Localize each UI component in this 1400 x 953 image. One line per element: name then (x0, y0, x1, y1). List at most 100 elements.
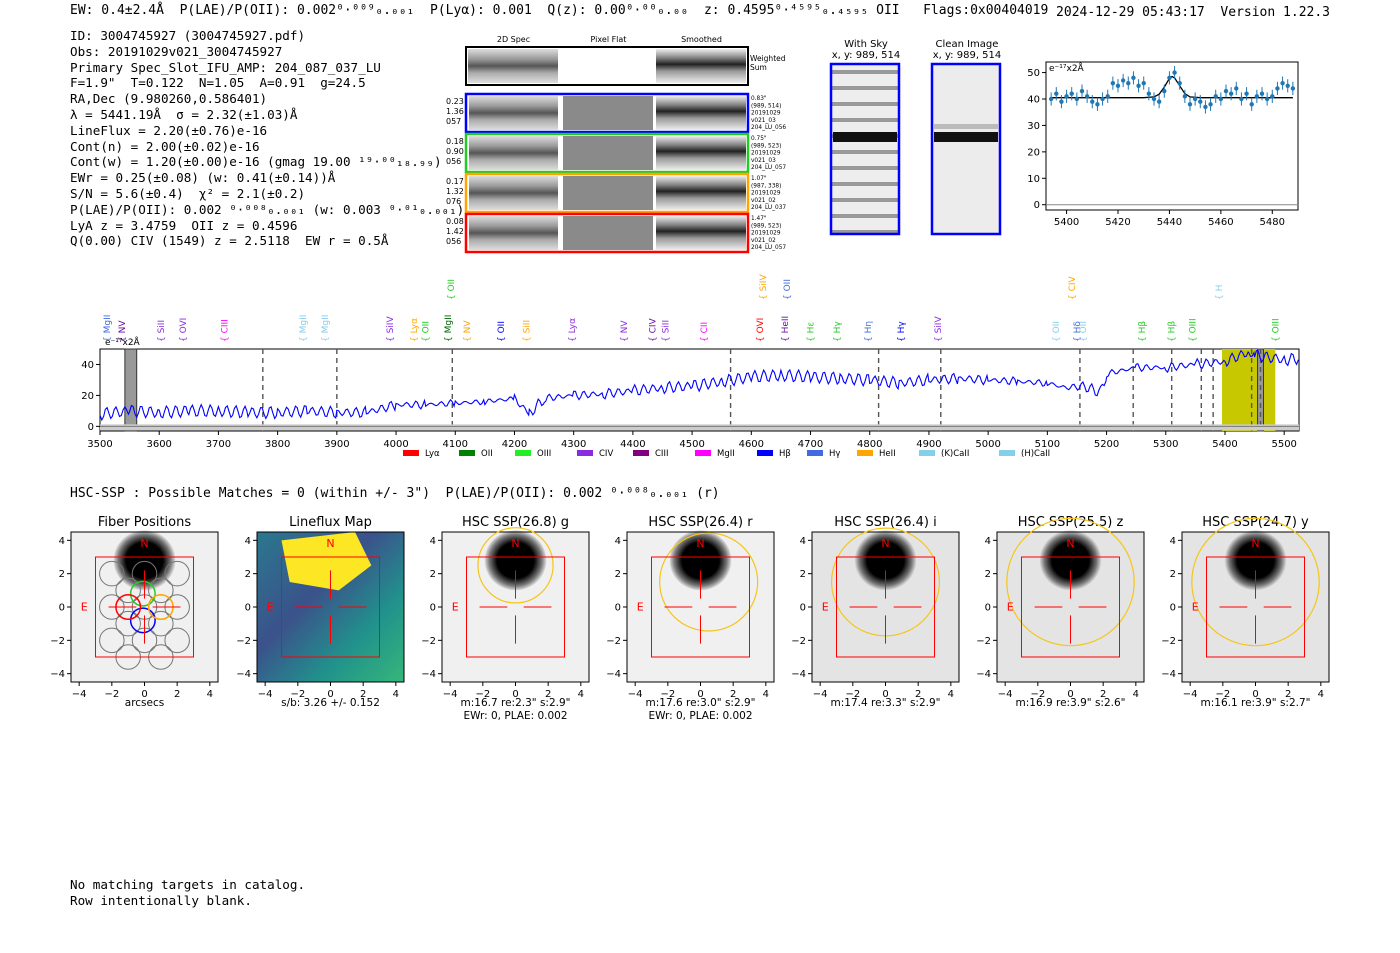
cutout-left-label: 057 (446, 117, 461, 126)
compass-east: E (267, 600, 274, 613)
hsc-xtick-label: 2 (360, 689, 366, 700)
detection-info: ID: 3004745927 (3004745927.pdf) Obs: 2019… (70, 28, 464, 249)
line-id-label: { OII (447, 279, 457, 300)
bright-source (854, 530, 917, 591)
zoom-ylabel: e⁻¹⁷x2Å (1049, 62, 1085, 74)
hsc-ytick-label: −4 (50, 669, 65, 680)
spectrum-xtick-label: 3800 (265, 439, 290, 450)
spectrum-xtick-label: 4900 (916, 439, 941, 450)
compass-east: E (1192, 600, 1199, 613)
hsc-panel-title: Fiber Positions (98, 515, 191, 530)
version: Version 1.22.3 (1220, 5, 1330, 20)
weighted-label: Weighted (750, 54, 786, 63)
hsc-xtick-label: −4 (1183, 689, 1198, 700)
hsc-xtick-label: 2 (545, 689, 551, 700)
line-id-text: { Hγ (833, 321, 843, 342)
zoom-data-point (1239, 96, 1244, 102)
compass-east: E (452, 600, 459, 613)
info-line: S/N = 5.6(±0.4) χ² = 2.1(±0.2) (70, 185, 306, 201)
hsc-xtick-label: 4 (1133, 689, 1139, 700)
fiber-circle (115, 610, 141, 637)
zoom-data-point (1208, 102, 1213, 107)
cutout-right-label: 0.83" (751, 96, 767, 102)
zoom-data-point (1146, 91, 1152, 96)
hsc-xtick-label: 2 (1100, 689, 1106, 700)
compass-north: N (511, 537, 519, 550)
line-id-text: { NV (463, 320, 473, 342)
hsc-xtick-label: 2 (174, 689, 180, 700)
legend-swatch (999, 450, 1015, 456)
hsc-xtick-label: 0 (512, 689, 518, 700)
zoom-data-point (1059, 99, 1064, 104)
line-id-label: { Hγ (897, 321, 907, 342)
hsc-ytick-label: 4 (985, 536, 991, 547)
zoom-data-point (1203, 104, 1208, 110)
cutout-right-label: (989, 514) (751, 103, 781, 109)
legend-swatch (695, 450, 711, 456)
sky-label: With Sky (844, 39, 888, 50)
zoom-xtick-label: 5420 (1105, 217, 1130, 228)
zoom-data-point (1172, 70, 1177, 75)
search-box (1206, 556, 1305, 658)
cutout-2d-image (469, 216, 558, 250)
cutout-right-label: 20191029 (751, 151, 781, 157)
hsc-ytick-label: 0 (1170, 603, 1176, 614)
hsc-xtick-label: −2 (104, 689, 119, 700)
zoom-data-point (1115, 83, 1121, 88)
hsc-ytick-label: 4 (59, 536, 65, 547)
info-line: LyA z = 3.4759 OII z = 0.4596 (70, 217, 298, 233)
fiber-circle (164, 627, 190, 654)
zoom-data-point (1090, 99, 1095, 104)
hsc-xtick-label: 4 (1318, 689, 1324, 700)
hsc-ytick-label: −4 (421, 669, 436, 680)
hsc-panel-title: HSC SSP(26.8) g (462, 515, 569, 530)
cutout-left-label: 0.18 (446, 137, 464, 146)
hsc-xtick-label: 0 (697, 689, 703, 700)
hsc-caption: m:17.6 re:3.0" s:2.9" (646, 697, 756, 709)
cutout-smooth-image (656, 136, 746, 170)
spectrum-xtick-label: 4000 (383, 439, 408, 450)
cutout-right-label: 1.07" (751, 176, 767, 182)
hsc-ytick-label: −4 (1161, 669, 1176, 680)
line-id-label: { SiII (662, 320, 672, 342)
legend-swatch (857, 450, 873, 456)
line-id-text: { Hε (807, 322, 817, 342)
hsc-panel-title: HSC SSP(24.7) y (1202, 515, 1309, 530)
hsc-xtick-label: 4 (393, 689, 399, 700)
cutout-right-label: v021_02 (751, 238, 776, 244)
spectrum-xtick-label: 4500 (679, 439, 704, 450)
line-id-text: { SiII (157, 320, 167, 342)
line-id-label: { OII (422, 321, 432, 342)
line-id-text: { SiIV (759, 274, 769, 300)
fiber-circle (99, 560, 125, 587)
bright-source (1039, 530, 1102, 591)
line-id-label: { Hε (807, 322, 817, 342)
fiber-circle (115, 577, 141, 604)
zoom-ytick-label: 0 (1034, 200, 1040, 211)
sky-label: x, y: 989, 514 (933, 50, 1002, 61)
line-id-label: { MgII (103, 315, 113, 342)
line-id-label: { MgII (321, 315, 331, 342)
spectrum-xtick-label: 3700 (206, 439, 231, 450)
line-id-text: { HeII (781, 316, 791, 342)
line-id-text: { MgII (321, 315, 331, 342)
zoom-data-point (1244, 91, 1249, 96)
hsc-ytick-label: 0 (800, 603, 806, 614)
legend-label: OIII (537, 449, 551, 459)
hsc-summary: HSC-SSP : Possible Matches = 0 (within +… (70, 486, 720, 501)
line-id-label: { SiIV (759, 274, 769, 300)
hsc-panel-title: HSC SSP(26.4) i (834, 515, 936, 530)
hsc-xtick-label: 0 (327, 689, 333, 700)
compass-north: N (326, 537, 334, 550)
lineflux-peak (281, 532, 372, 591)
weighted-2d-image (468, 49, 558, 83)
legend-swatch (403, 450, 419, 456)
hsc-xtick-label: 0 (882, 689, 888, 700)
hsc-ytick-label: 4 (1170, 536, 1176, 547)
spectrum-xtick-label: 3600 (146, 439, 171, 450)
hsc-xtick-label: −4 (998, 689, 1013, 700)
line-id-label: { MgII (444, 315, 454, 342)
legend-label: Hβ (779, 449, 791, 459)
legend-swatch (577, 450, 593, 456)
spectrum-xtick-label: 5200 (1094, 439, 1119, 450)
